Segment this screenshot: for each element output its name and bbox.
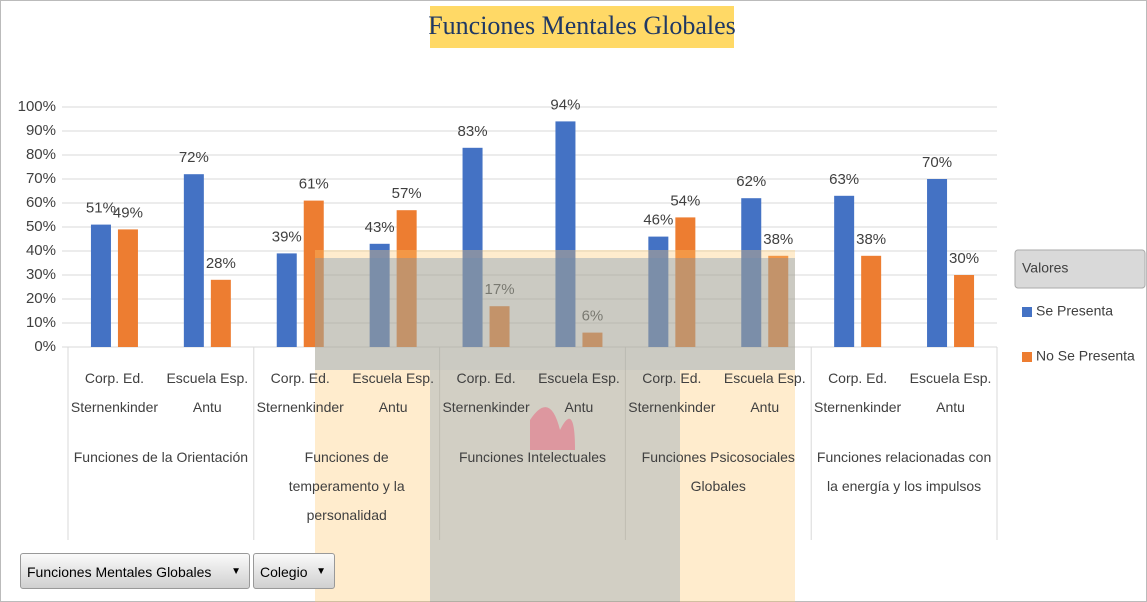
bar (276, 253, 297, 347)
group-label: Funciones de temperamento y la personali… (288, 449, 405, 523)
bar (183, 174, 204, 347)
bar (117, 229, 138, 347)
data-label: 57% (392, 185, 422, 202)
y-tick-label: 50% (26, 218, 56, 235)
data-label: 43% (365, 219, 395, 236)
y-tick-label: 60% (26, 194, 56, 211)
group-label: Funciones Intelectuales (458, 449, 607, 465)
data-label: 17% (485, 281, 515, 298)
bar (489, 306, 510, 347)
group-label: Funciones de la Orientación (73, 449, 249, 465)
x-tick-label: Escuela Esp. Antu (723, 370, 806, 415)
legend-swatch (1022, 307, 1032, 317)
x-tick-label: Escuela Esp. Antu (909, 370, 992, 415)
y-tick-label: 30% (26, 266, 56, 283)
y-tick-label: 90% (26, 122, 56, 139)
legend-title-box (1014, 249, 1146, 289)
bar (555, 121, 576, 348)
filter-label: Funciones Mentales Globales (27, 564, 212, 580)
data-label: 28% (206, 255, 236, 272)
bar (369, 243, 390, 347)
y-tick-label: 20% (26, 290, 56, 307)
filter-dropdown[interactable]: Colegio ▼ (253, 553, 335, 589)
x-tick-label: Escuela Esp. Antu (538, 370, 620, 415)
data-label: 38% (856, 231, 886, 248)
bar (768, 255, 789, 347)
bar (648, 236, 669, 347)
bar (675, 217, 696, 347)
bar (834, 195, 855, 347)
data-label: 61% (299, 176, 329, 193)
data-label: 63% (829, 171, 859, 188)
title-background (430, 6, 734, 48)
bar (954, 275, 975, 347)
x-tick-label: Escuela Esp. Antu (166, 370, 249, 415)
legend-label: Se Presenta (1036, 303, 1113, 319)
filter-dropdown[interactable]: Funciones Mentales Globales ▼ (20, 553, 250, 589)
y-tick-label: 0% (34, 338, 56, 355)
data-label: 70% (922, 154, 952, 171)
bar (861, 255, 882, 347)
data-label: 46% (643, 212, 673, 229)
bar (90, 224, 111, 347)
y-tick-label: 80% (26, 146, 56, 163)
data-label: 83% (458, 123, 488, 140)
legend-title: Valores (1022, 260, 1068, 276)
x-tick-label: Corp. Ed. Sternenkinder (628, 370, 716, 415)
chart-title: Funciones Mentales Globales (428, 11, 736, 40)
data-label: 72% (179, 149, 209, 166)
bar (303, 200, 324, 347)
y-tick-label: 70% (26, 170, 56, 187)
data-label: 39% (272, 228, 302, 245)
data-label: 62% (736, 173, 766, 190)
bar (462, 147, 483, 347)
data-label: 6% (582, 308, 604, 325)
bar (741, 198, 762, 347)
bar (210, 279, 231, 347)
data-label: 49% (113, 204, 143, 221)
y-tick-label: 10% (26, 314, 56, 331)
dropdown-arrow: ▼ (231, 566, 241, 577)
data-label: 51% (86, 200, 116, 217)
data-label: 30% (949, 250, 979, 267)
group-label: Funciones Psicosociales Globales (641, 449, 795, 494)
bar (582, 332, 603, 347)
bar (927, 179, 948, 347)
filter-label: Colegio (260, 564, 308, 580)
x-tick-label: Corp. Ed. Sternenkinder (442, 370, 530, 415)
bar (396, 210, 417, 347)
data-label: 38% (763, 231, 793, 248)
x-tick-label: Corp. Ed. Sternenkinder (814, 370, 902, 415)
y-tick-label: 40% (26, 242, 56, 259)
group-label: Funciones relacionadas con la energía y … (816, 449, 992, 494)
x-tick-label: Escuela Esp. Antu (352, 370, 434, 415)
legend-label: No Se Presenta (1036, 348, 1135, 364)
data-label: 54% (670, 192, 700, 209)
dropdown-arrow: ▼ (316, 566, 326, 577)
x-tick-label: Corp. Ed. Sternenkinder (70, 370, 159, 415)
data-label: 94% (550, 96, 580, 113)
y-tick-label: 100% (18, 98, 56, 115)
legend-swatch (1022, 352, 1032, 362)
x-tick-label: Corp. Ed. Sternenkinder (256, 370, 344, 415)
